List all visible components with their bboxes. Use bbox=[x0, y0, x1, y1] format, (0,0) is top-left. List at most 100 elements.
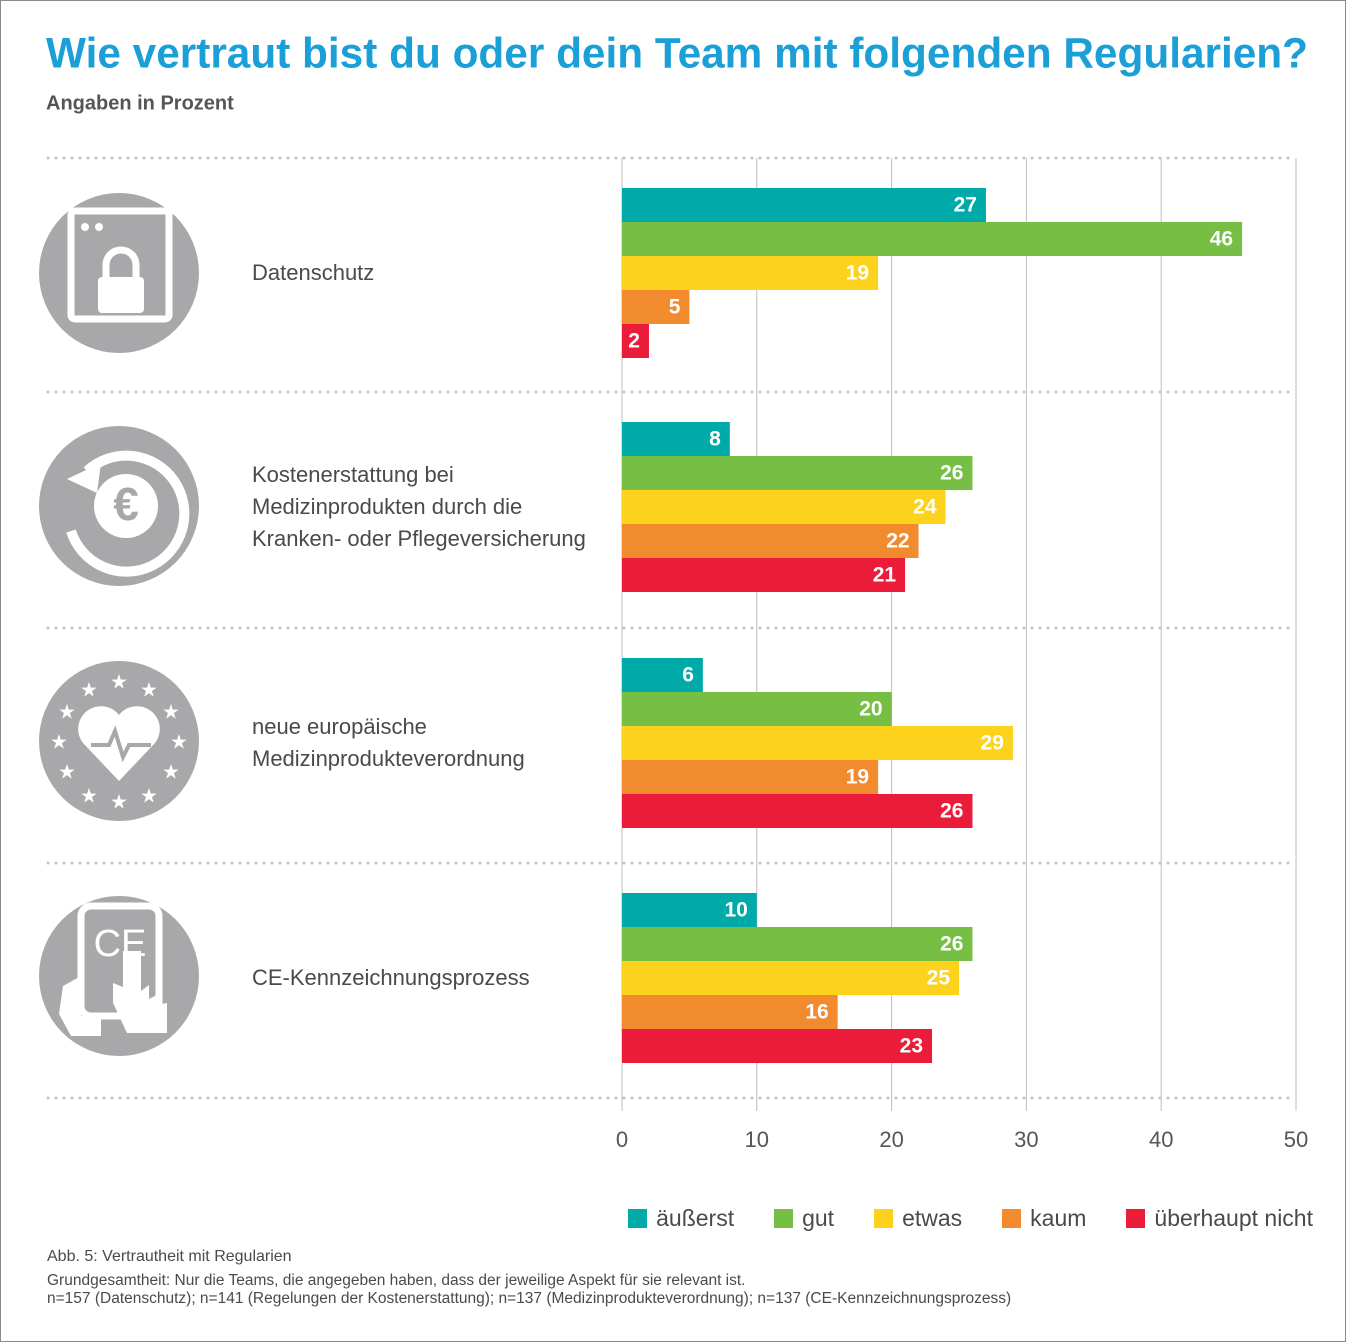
value-label: 26 bbox=[940, 933, 963, 956]
bar bbox=[622, 760, 879, 794]
value-label: 19 bbox=[846, 766, 869, 789]
legend-swatch bbox=[1002, 1209, 1022, 1228]
chart-title: Wie vertraut bist du oder dein Team mit … bbox=[46, 29, 1308, 77]
bar bbox=[622, 1029, 933, 1063]
icon-lock bbox=[67, 207, 173, 323]
note: Abb. 5: Vertrautheit mit Regularien bbox=[47, 1248, 292, 1265]
bar bbox=[622, 456, 973, 490]
value-label: 16 bbox=[805, 1001, 828, 1024]
value-label: 26 bbox=[940, 800, 963, 823]
value-label: 22 bbox=[886, 530, 909, 553]
bar bbox=[622, 658, 703, 692]
value-label: 2 bbox=[628, 330, 640, 353]
x-tick-label: 40 bbox=[1149, 1127, 1173, 1152]
bar bbox=[622, 290, 690, 324]
value-label: 21 bbox=[873, 564, 897, 587]
icons: € ★ ★★★★ ★★★★ ★★ ★ CE bbox=[39, 193, 199, 1056]
svg-text:★: ★ bbox=[58, 701, 76, 723]
category-label: neue europäische Medizinprodukteverordnu… bbox=[252, 714, 525, 771]
legend-swatch bbox=[874, 1209, 894, 1228]
value-label: 23 bbox=[900, 1035, 923, 1058]
bar bbox=[622, 794, 973, 828]
legend-item: kaum bbox=[1002, 1205, 1086, 1232]
value-label: 29 bbox=[981, 732, 1004, 755]
svg-text:★: ★ bbox=[58, 761, 76, 783]
legend-label: äußerst bbox=[656, 1205, 735, 1231]
note: n=157 (Datenschutz); n=141 (Regelungen d… bbox=[47, 1290, 1012, 1307]
bar bbox=[622, 490, 946, 524]
legend-swatch bbox=[1126, 1209, 1146, 1228]
svg-text:★: ★ bbox=[162, 701, 180, 723]
bar bbox=[622, 222, 1243, 256]
category-label: Kostenerstattung bei Medizinprodukten du… bbox=[252, 462, 586, 551]
value-label: 10 bbox=[724, 899, 747, 922]
svg-text:★: ★ bbox=[140, 785, 158, 807]
icon-part bbox=[95, 223, 103, 231]
icon-part bbox=[67, 463, 101, 493]
icon-part bbox=[94, 474, 158, 538]
icon-part bbox=[81, 223, 89, 231]
x-tick-label: 10 bbox=[745, 1127, 769, 1152]
legend-item: überhaupt nicht bbox=[1126, 1205, 1313, 1232]
bar bbox=[622, 726, 1013, 760]
icon bbox=[39, 193, 199, 353]
value-label: 5 bbox=[669, 296, 681, 319]
legend-item: etwas bbox=[874, 1205, 962, 1232]
icon-part bbox=[113, 951, 167, 1033]
svg-text:★: ★ bbox=[80, 785, 98, 807]
svg-text:★: ★ bbox=[80, 679, 98, 701]
category-label: Datenschutz bbox=[252, 260, 375, 285]
bar bbox=[622, 524, 919, 558]
value-label: 24 bbox=[913, 496, 937, 519]
x-tick-label: 50 bbox=[1284, 1127, 1308, 1152]
chart-subtitle: Angaben in Prozent bbox=[46, 92, 234, 114]
icon-part: € bbox=[113, 478, 139, 530]
svg-text:★: ★ bbox=[162, 761, 180, 783]
category-label: CE-Kennzeichnungsprozess bbox=[252, 965, 530, 990]
svg-text:★: ★ bbox=[140, 679, 158, 701]
value-label: 8 bbox=[709, 428, 721, 451]
legend-label: etwas bbox=[902, 1205, 963, 1231]
bar bbox=[622, 927, 973, 961]
icon-part bbox=[91, 725, 151, 763]
value-label: 19 bbox=[846, 262, 869, 285]
x-tick-label: 0 bbox=[616, 1127, 628, 1152]
value-label: 46 bbox=[1210, 228, 1233, 251]
bar bbox=[622, 324, 649, 358]
icon-stars: ★ ★★★★ ★★★★ ★★ ★ bbox=[50, 671, 188, 813]
legend-swatch bbox=[628, 1209, 648, 1228]
bar bbox=[622, 256, 879, 290]
bar bbox=[622, 422, 730, 456]
legend-label: gut bbox=[802, 1205, 835, 1231]
x-tick-label: 30 bbox=[1014, 1127, 1038, 1152]
svg-text:★: ★ bbox=[110, 791, 128, 813]
bar bbox=[622, 893, 757, 927]
note: Grundgesamtheit: Nur die Teams, die ange… bbox=[47, 1272, 746, 1289]
legend-item: gut bbox=[774, 1205, 834, 1232]
bar bbox=[622, 188, 986, 222]
value-label: 27 bbox=[954, 194, 977, 217]
svg-text:★: ★ bbox=[110, 671, 128, 693]
legend: äußerst gut etwas kaum überhaupt nicht bbox=[628, 1205, 1313, 1232]
bar bbox=[622, 961, 959, 995]
icon bbox=[39, 896, 199, 1056]
legend-swatch bbox=[774, 1209, 794, 1228]
legend-label: überhaupt nicht bbox=[1154, 1205, 1313, 1231]
legend-label: kaum bbox=[1030, 1205, 1087, 1231]
value-label: 26 bbox=[940, 462, 963, 485]
x-tick-label: 20 bbox=[879, 1127, 903, 1152]
svg-text:★: ★ bbox=[50, 731, 68, 753]
value-label: 6 bbox=[682, 664, 694, 687]
icon-part bbox=[66, 450, 190, 577]
legend-item: äußerst bbox=[628, 1205, 734, 1232]
value-label: 25 bbox=[927, 967, 951, 990]
bar bbox=[622, 558, 906, 592]
icon-part bbox=[59, 976, 101, 1036]
bar bbox=[622, 995, 838, 1029]
svg-text:★: ★ bbox=[170, 731, 188, 753]
icon-part bbox=[98, 277, 144, 313]
value-label: 20 bbox=[859, 698, 882, 721]
bar bbox=[622, 692, 892, 726]
